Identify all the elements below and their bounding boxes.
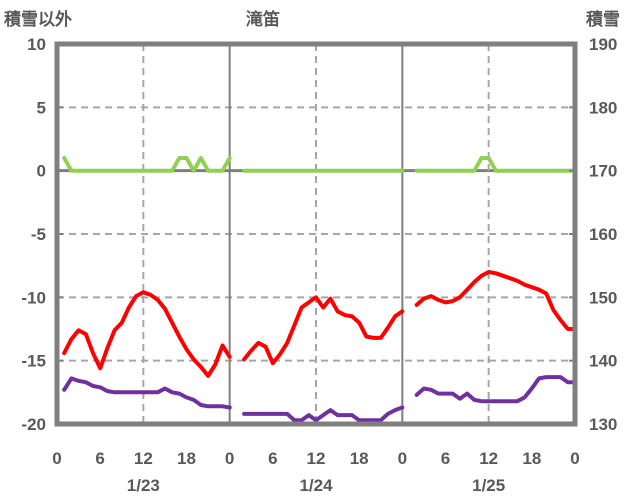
series-green-line [62,156,232,173]
hour-tick-label: 12 [307,449,326,468]
date-label: 1/25 [472,476,505,495]
date-label: 1/24 [299,476,333,495]
left-axis-tick-label: -15 [21,352,46,371]
hour-tick-label: 12 [134,449,153,468]
hour-tick-label: 18 [350,449,369,468]
right-axis-tick-label: 150 [589,288,617,307]
left-axis-tick-label: -20 [21,415,46,434]
series-purple-line [242,405,405,423]
hour-tick-label: 0 [398,449,407,468]
hour-tick-label: 6 [441,449,450,468]
series-green-line [414,156,577,173]
chart-title: 滝笛 [246,10,280,29]
left-axis-tick-label: -10 [21,288,46,307]
hour-tick-label: 0 [570,449,579,468]
right-axis-tick-label: 140 [589,352,617,371]
series-purple-line [414,375,577,404]
hour-tick-label: 0 [225,449,234,468]
series-red-line [242,295,405,366]
hour-tick-label: 6 [268,449,277,468]
hour-tick-label: 18 [177,449,196,468]
left-axis-tick-label: 0 [37,162,46,181]
right-axis-tick-label: 160 [589,225,617,244]
series-purple-line [62,376,232,410]
series-red-line [62,290,232,378]
left-axis-tick-label: 5 [37,98,46,117]
right-axis-title: 積雪 [586,10,620,29]
series-red-line [414,270,577,331]
right-axis-tick-label: 130 [589,415,617,434]
right-axis-tick-label: 170 [589,162,617,181]
date-label: 1/23 [127,476,160,495]
hour-tick-label: 18 [522,449,541,468]
hour-tick-label: 6 [95,449,104,468]
right-axis-tick-label: 190 [589,35,617,54]
hour-tick-label: 12 [479,449,498,468]
left-axis-title: 積雪以外 [4,10,72,29]
hour-tick-label: 0 [52,449,61,468]
right-axis-tick-label: 180 [589,98,617,117]
left-axis-tick-label: -5 [31,225,46,244]
left-axis-tick-label: 10 [27,35,46,54]
